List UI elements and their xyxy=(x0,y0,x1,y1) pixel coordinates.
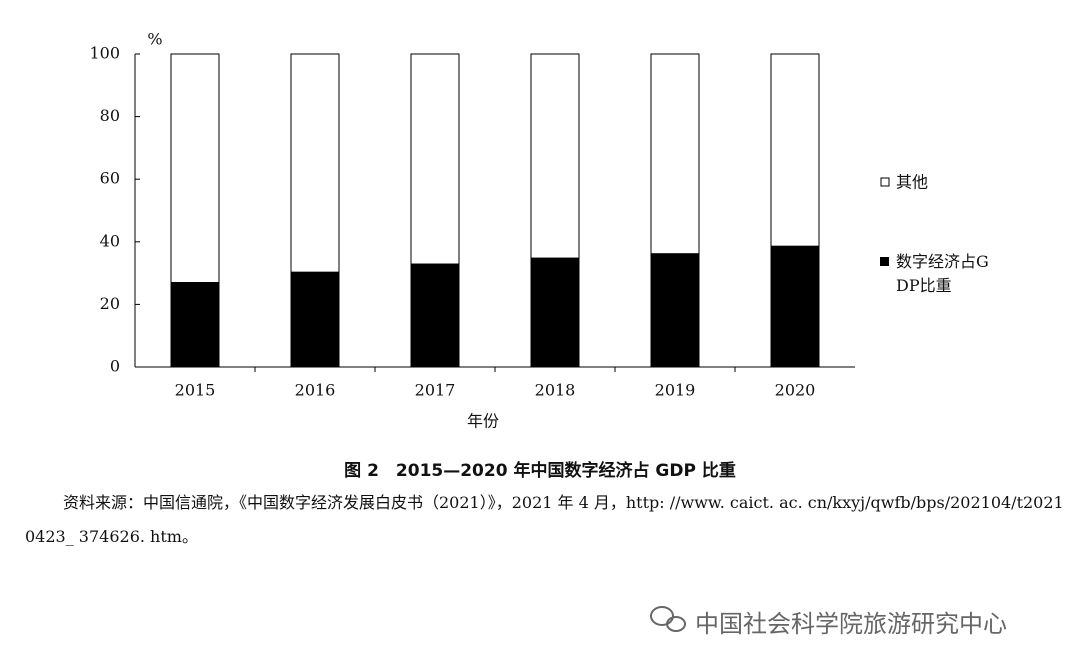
figure-title: 图 2 2015—2020 年中国数字经济占 GDP 比重 xyxy=(344,461,736,481)
wechat-icon xyxy=(650,606,686,632)
legend-entry: 数字经济占GDP比重 xyxy=(880,250,996,298)
y-tick-label: 0 xyxy=(110,357,120,376)
bar-segment xyxy=(530,53,580,259)
source-note: 资料来源：中国信通院，《中国数字经济发展白皮书（2021）》，2021 年 4 … xyxy=(25,493,1064,546)
bar-segment xyxy=(770,245,820,368)
y-tick-label: 80 xyxy=(100,106,120,125)
bar-segment xyxy=(290,271,340,368)
bar-segment xyxy=(770,53,820,247)
bar-segment xyxy=(410,263,460,368)
y-tick-label: 60 xyxy=(100,169,120,188)
bar-segment xyxy=(290,53,340,273)
legend-marker xyxy=(880,177,890,187)
x-tick-label: 2018 xyxy=(535,381,576,400)
bar-segment xyxy=(170,281,220,368)
x-tick-label: 2017 xyxy=(415,381,456,400)
legend-entry: 其他 xyxy=(896,173,928,192)
y-tick-label: 100 xyxy=(89,44,120,63)
bar-segment xyxy=(170,53,220,283)
bar-segment xyxy=(530,257,580,368)
bar-segment xyxy=(650,253,700,368)
y-tick-label: 40 xyxy=(100,231,120,250)
x-tick-label: 2019 xyxy=(655,381,696,400)
x-axis-label: 年份 xyxy=(467,412,499,431)
y-unit: % xyxy=(147,30,162,49)
x-tick-label: 2020 xyxy=(775,381,816,400)
bar-segment xyxy=(410,53,460,265)
x-tick-label: 2015 xyxy=(175,381,216,400)
x-tick-label: 2016 xyxy=(295,381,336,400)
watermark: 中国社会科学院旅游研究中心 xyxy=(695,610,1007,638)
y-tick-label: 20 xyxy=(100,294,120,313)
bar-segment xyxy=(650,53,700,255)
